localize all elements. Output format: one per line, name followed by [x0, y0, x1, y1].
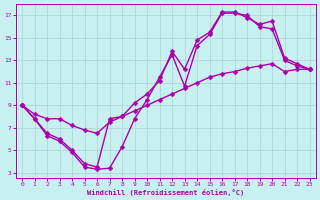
- X-axis label: Windchill (Refroidissement éolien,°C): Windchill (Refroidissement éolien,°C): [87, 189, 244, 196]
